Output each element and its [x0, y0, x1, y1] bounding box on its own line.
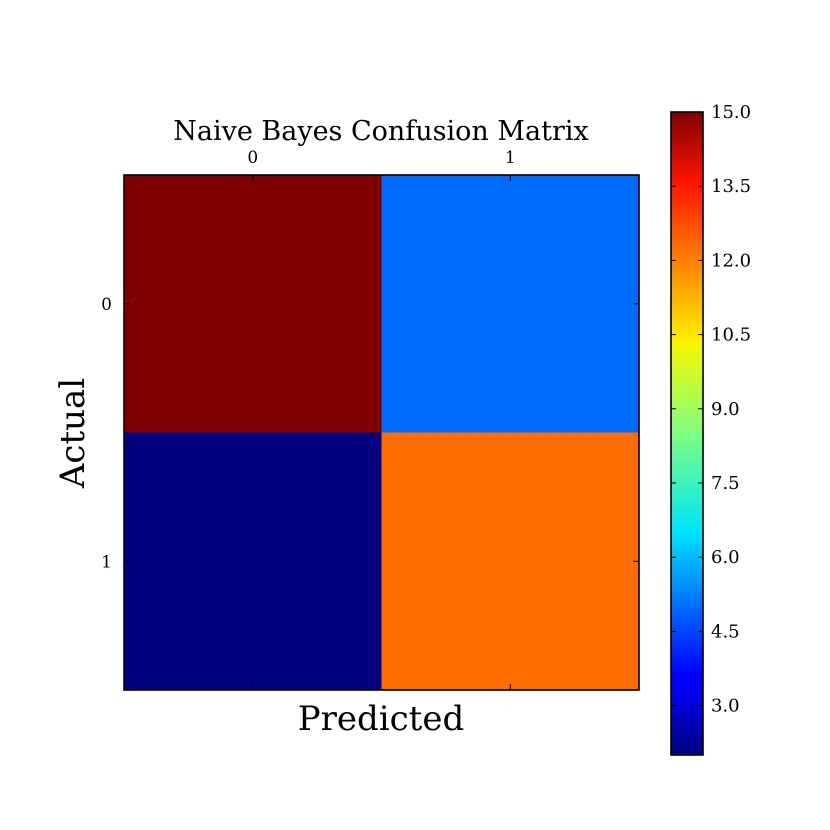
colorbar-tick-label: 9.0: [711, 399, 740, 420]
heatmap-cells: [124, 175, 640, 691]
colorbar-tick-label: 3.0: [711, 696, 740, 717]
colorbar-ticks: 3.0 4.5 6.0 7.5 9.0 10.5 12.0 13.5 15.0: [671, 102, 751, 717]
colorbar-tick-label: 6.0: [711, 547, 740, 568]
heatmap-cell-0-0: [124, 175, 382, 433]
colorbar-tick-label: 12.0: [711, 250, 751, 271]
colorbar-tick-label: 4.5: [711, 621, 740, 642]
plot-frame: [123, 174, 640, 691]
y-axis-ticks: 01: [101, 295, 639, 572]
x-tick-label: 1: [505, 148, 516, 168]
chart-title: Naive Bayes Confusion Matrix: [173, 116, 589, 147]
colorbar-tick-label: 15.0: [711, 102, 751, 123]
colorbar: [670, 111, 704, 756]
x-tick-label: 0: [247, 148, 258, 168]
y-tick-label: 1: [101, 552, 112, 572]
y-tick-label: 0: [101, 295, 112, 315]
heatmap-cell-0-1: [381, 175, 640, 433]
colorbar-tick-label: 7.5: [711, 473, 740, 494]
colorbar-tick-label: 13.5: [711, 176, 751, 197]
heatmap-cell-1-1: [381, 432, 640, 691]
y-axis-label: Actual: [53, 378, 93, 489]
x-axis-label: Predicted: [298, 699, 464, 739]
colorbar-tick-label: 10.5: [711, 325, 751, 346]
heatmap-cell-1-0: [124, 432, 382, 691]
